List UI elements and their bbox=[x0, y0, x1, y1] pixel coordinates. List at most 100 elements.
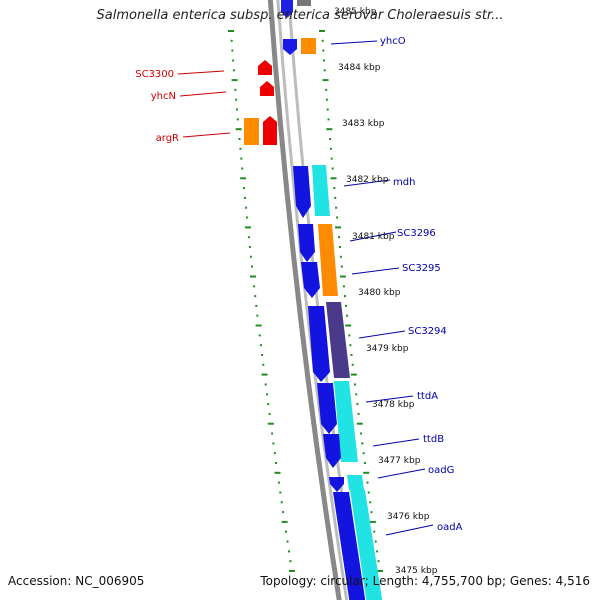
tick-mark-major bbox=[330, 177, 337, 180]
tick-mark-minor bbox=[243, 187, 245, 190]
tick-mark-minor bbox=[258, 334, 261, 337]
tick-mark-minor bbox=[256, 314, 259, 317]
gene-feature-blue bbox=[333, 492, 366, 600]
gene-feature-orange bbox=[244, 118, 259, 145]
accession-text: Accession: NC_006905 bbox=[8, 574, 145, 588]
gene-label: ttdB bbox=[423, 434, 444, 445]
kbp-label: 3479 kbp bbox=[366, 344, 409, 354]
tick-mark-minor bbox=[288, 550, 290, 553]
label-leader-line bbox=[349, 231, 397, 242]
gene-label: mdh bbox=[393, 177, 415, 188]
tick-mark-minor bbox=[329, 138, 332, 140]
label-leader-line bbox=[365, 395, 414, 403]
tick-mark-minor bbox=[231, 49, 234, 52]
tick-marks-right bbox=[319, 30, 383, 572]
label-leader-line bbox=[330, 40, 378, 45]
tick-mark-minor bbox=[325, 88, 328, 91]
tick-mark-minor bbox=[335, 206, 338, 209]
tick-mark-minor bbox=[361, 442, 364, 445]
tick-mark-minor bbox=[355, 393, 358, 396]
tick-mark-minor bbox=[351, 363, 354, 366]
tick-mark-major bbox=[228, 30, 234, 32]
tick-mark-minor bbox=[338, 236, 340, 239]
tick-mark-minor bbox=[339, 255, 342, 258]
tick-mark-minor bbox=[236, 108, 238, 111]
kbp-label: 3477 kbp bbox=[378, 456, 421, 466]
kbp-label: 3481 kbp bbox=[352, 232, 395, 242]
tick-mark-minor bbox=[370, 511, 373, 514]
gene-feature-blue bbox=[301, 262, 320, 298]
kbp-label: 3482 kbp bbox=[346, 175, 389, 185]
backbone-line bbox=[267, 0, 342, 600]
gene-feature-red bbox=[263, 116, 277, 145]
gene-feature-blue bbox=[317, 383, 337, 434]
tick-mark-minor bbox=[271, 432, 274, 435]
gene-feature-blue bbox=[293, 166, 311, 218]
tick-mark-minor bbox=[321, 39, 324, 42]
tick-mark-minor bbox=[280, 501, 283, 504]
kbp-label: 3478 kbp bbox=[372, 400, 415, 410]
kbp-label: 3476 kbp bbox=[387, 512, 430, 522]
tick-mark-major bbox=[261, 373, 268, 376]
gene-label: ttdA bbox=[417, 391, 438, 402]
tick-mark-minor bbox=[235, 98, 238, 101]
tick-mark-major bbox=[326, 128, 333, 131]
gene-feature-cyan bbox=[347, 475, 364, 490]
tick-mark-minor bbox=[363, 462, 366, 464]
tick-mark-minor bbox=[338, 246, 341, 248]
tick-mark-minor bbox=[266, 393, 268, 396]
tick-mark-minor bbox=[267, 403, 270, 406]
gene-feature-blue bbox=[329, 477, 344, 492]
genome-title: Salmonella enterica subsp. enterica sero… bbox=[96, 8, 504, 23]
tick-mark-major bbox=[363, 471, 370, 474]
tick-mark-minor bbox=[243, 196, 246, 199]
gene-label: oadG bbox=[428, 465, 454, 476]
gene-feature-blue bbox=[283, 39, 297, 55]
tick-mark-minor bbox=[273, 452, 276, 455]
label-leader-line bbox=[372, 438, 420, 447]
tick-mark-minor bbox=[255, 304, 258, 307]
gene-feature-blue bbox=[281, 0, 293, 18]
tick-mark-minor bbox=[253, 285, 256, 288]
kbp-label: 3484 kbp bbox=[338, 63, 381, 73]
gene-feature-blue bbox=[298, 224, 315, 262]
tick-mark-major bbox=[231, 79, 238, 82]
tick-mark-major bbox=[319, 30, 325, 32]
gene-feature-cyan bbox=[350, 490, 383, 600]
tick-mark-minor bbox=[325, 98, 328, 101]
tick-mark-minor bbox=[232, 69, 235, 72]
gene-features bbox=[244, 0, 383, 600]
tick-mark-major bbox=[255, 324, 262, 327]
tick-mark-minor bbox=[285, 530, 287, 533]
tick-mark-minor bbox=[340, 265, 343, 268]
tick-mark-minor bbox=[356, 403, 359, 406]
tick-mark-minor bbox=[350, 354, 353, 356]
gene-label: yhcO bbox=[380, 36, 406, 47]
tick-mark-minor bbox=[272, 442, 275, 445]
tick-mark-minor bbox=[331, 167, 334, 170]
tick-mark-minor bbox=[232, 59, 235, 62]
label-leader-line bbox=[358, 330, 406, 339]
tick-mark-minor bbox=[275, 462, 278, 464]
tick-mark-major bbox=[240, 177, 247, 180]
tick-mark-major bbox=[244, 226, 251, 229]
gene-label: SC3294 bbox=[408, 326, 447, 337]
tick-mark-minor bbox=[230, 39, 233, 42]
tick-mark-minor bbox=[239, 147, 242, 150]
tick-mark-major bbox=[350, 373, 357, 376]
label-leader-line bbox=[377, 468, 426, 479]
tick-mark-minor bbox=[289, 560, 292, 563]
tick-mark-minor bbox=[277, 481, 280, 484]
gene-label: SC3300 bbox=[135, 69, 174, 80]
tick-marks-left bbox=[228, 30, 295, 572]
genome-summary-text: Topology: circular; Length: 4,755,700 bp… bbox=[260, 574, 590, 588]
tick-mark-major bbox=[235, 128, 242, 131]
tick-mark-major bbox=[339, 275, 346, 278]
tick-mark-minor bbox=[268, 412, 271, 415]
tick-mark-minor bbox=[262, 363, 265, 366]
label-leader-line bbox=[182, 132, 231, 138]
gene-feature-red bbox=[260, 81, 274, 96]
gene-feature-blue bbox=[323, 434, 341, 468]
tick-mark-minor bbox=[240, 157, 243, 160]
